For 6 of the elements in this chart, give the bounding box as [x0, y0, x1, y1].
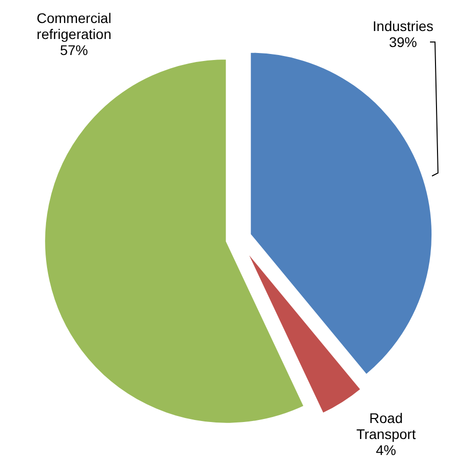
data-label: 4%	[376, 442, 396, 458]
data-label: 57%	[60, 42, 88, 58]
slice-label: Commercial refrigeration	[36, 10, 112, 42]
slice-label: Road Transport	[356, 410, 416, 442]
data-label: 39%	[388, 34, 418, 50]
slice-label: Industries	[372, 18, 434, 34]
